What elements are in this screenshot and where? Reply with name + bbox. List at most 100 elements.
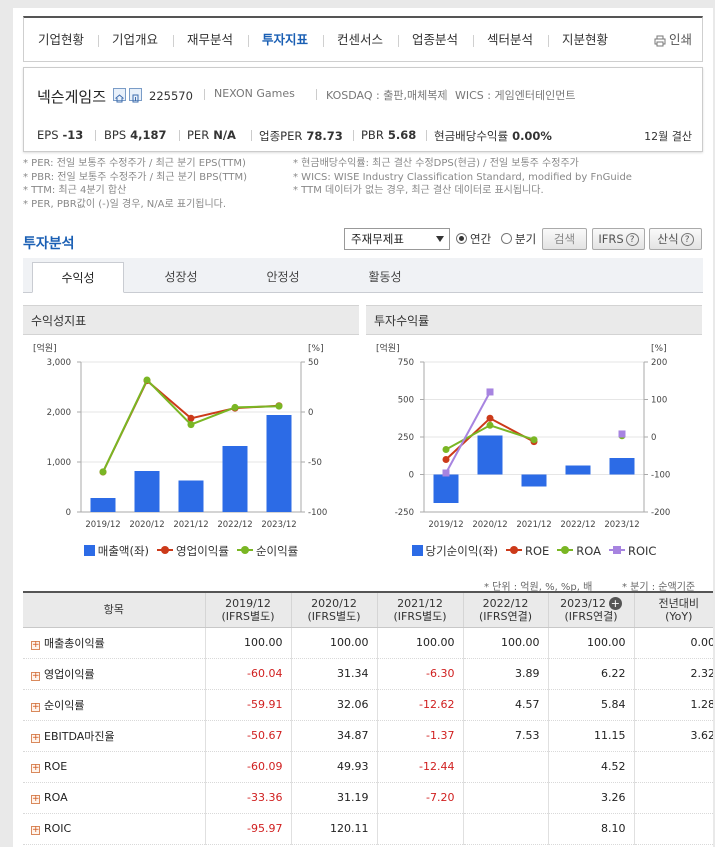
tab-stability[interactable]: 안정성 <box>266 270 300 284</box>
tab-profitability[interactable]: 수익성 <box>32 262 124 293</box>
table-cell: 100.00 <box>204 627 291 659</box>
legend-swatch <box>157 545 174 555</box>
table-cell: 3.62 <box>633 720 713 752</box>
radio-annual-dot <box>456 233 467 244</box>
legend-item[interactable]: ROA <box>557 544 601 558</box>
row-name: ROE <box>44 760 68 773</box>
series-point <box>530 436 538 444</box>
legend-label: 매출액(좌) <box>97 544 150 558</box>
table-header: 2019/12 (IFRS별도) <box>204 591 291 628</box>
row-label[interactable]: + 순이익률 <box>23 689 205 721</box>
left-axis-unit: [억원] <box>376 342 400 354</box>
question-icon: ? <box>680 233 694 246</box>
metric-label: 현금배당수익률 <box>434 129 509 143</box>
legend-item[interactable]: 순이익률 <box>236 543 298 559</box>
table-cell: 100.00 <box>376 627 463 659</box>
expand-row-icon[interactable]: + <box>31 825 40 835</box>
x-tick-label: 2020/12 <box>129 520 164 530</box>
legend-swatch <box>505 545 522 555</box>
expand-row-icon[interactable]: + <box>31 670 40 681</box>
nav-item-industry-analysis[interactable]: 업종분석 <box>411 32 458 47</box>
series-point <box>486 421 494 429</box>
series-point <box>486 388 494 396</box>
row-label[interactable]: + 영업이익률 <box>23 658 205 690</box>
legend-item[interactable]: ROIC <box>609 544 656 558</box>
table-cell: 5.84 <box>547 689 634 721</box>
nav-item-sector-analysis[interactable]: 섹터분석 <box>486 32 533 47</box>
home-icon[interactable] <box>113 88 126 103</box>
metric-label: 업종PER <box>259 129 303 143</box>
table-cell <box>633 813 713 845</box>
expand-row-icon[interactable]: + <box>31 763 40 773</box>
right-tick-label: 50 <box>308 358 319 368</box>
legend-item[interactable]: 영업이익률 <box>157 543 229 559</box>
nav-item-company-status[interactable]: 기업현황 <box>37 32 84 47</box>
profitability-chart: [억원] [%] 3,000 2,000 1,000 0 50 0 -50 -100 2019/12… <box>33 342 327 530</box>
table-cell: 1.28 <box>633 689 713 721</box>
search-button[interactable]: 검색 <box>542 228 587 250</box>
row-label[interactable]: + 매출총이익률 <box>23 627 205 659</box>
row-label[interactable]: + ROIC <box>23 813 205 845</box>
company-name: 넥슨게임즈 <box>37 88 107 106</box>
table-cell: -7.20 <box>376 782 463 814</box>
expand-row-icon[interactable]: + <box>31 732 40 743</box>
metric-value-bps: 4,187 <box>130 128 167 142</box>
series-line <box>446 392 622 473</box>
table-cell <box>376 813 463 845</box>
table-cell: -33.36 <box>204 782 291 814</box>
note-line: * 현금배당수익률: 최근 결산 수정DPS(현금) / 전일 보통주 수정주가 <box>293 158 579 169</box>
tab-activity[interactable]: 활동성 <box>368 270 402 284</box>
nav-item-financial-analysis[interactable]: 재무분석 <box>186 32 233 47</box>
legend-item[interactable]: 당기순이익(좌) <box>411 543 498 559</box>
table-cell: -6.30 <box>376 658 463 690</box>
chart-legend: 당기순이익(좌) ROE ROA ROIC <box>366 543 702 559</box>
nav-item-shareholding[interactable]: 지분현황 <box>561 32 608 47</box>
left-tick-label: 1,000 <box>47 458 71 468</box>
tab-growth[interactable]: 성장성 <box>164 270 198 284</box>
row-label[interactable]: + ROA <box>23 782 205 814</box>
nav-item-investment-indicators[interactable]: 투자지표 <box>261 32 308 47</box>
legend-item[interactable]: ROE <box>505 544 549 558</box>
expand-row-icon[interactable]: + <box>31 794 40 804</box>
table-cell: -12.44 <box>376 751 463 783</box>
legend-label: 영업이익률 <box>176 544 229 558</box>
expand-columns-icon[interactable]: + <box>608 596 622 610</box>
radio-quarter[interactable]: 분기 <box>501 228 536 250</box>
indicator-table: 항목 2019/12 (IFRS별도) 2020/12 (IFRS별도) 2021/… <box>23 591 713 845</box>
metric-label: PER <box>187 128 210 142</box>
expand-row-icon[interactable]: + <box>31 639 40 650</box>
metric-label: PBR <box>361 128 384 142</box>
ifrs-help-button[interactable]: IFRS? <box>592 228 645 250</box>
radio-annual[interactable]: 연간 <box>456 228 491 250</box>
table-cell: 7.53 <box>462 720 548 752</box>
top-nav: 기업현황 기업개요 재무분석 투자지표 컨센서스 업종분석 섹터분석 지분현황 … <box>23 16 703 62</box>
nav-item-company-overview[interactable]: 기업개요 <box>111 32 158 47</box>
right-tick-label: -100 <box>308 508 327 518</box>
statement-select[interactable]: 주재무제표 <box>344 228 450 250</box>
company-english-name: NEXON Games <box>214 87 295 100</box>
table-cell: 31.19 <box>290 782 377 814</box>
table-row: + 순이익률 -59.91 32.06 -12.62 4.57 5.84 1.28 <box>23 689 713 721</box>
row-name: ROIC <box>44 822 72 835</box>
table-cell: 31.34 <box>290 658 377 690</box>
legend-item[interactable]: 매출액(좌) <box>83 543 150 559</box>
legend-swatch <box>411 545 423 556</box>
row-name: 영업이익률 <box>44 667 95 681</box>
right-tick-label: 200 <box>651 358 667 368</box>
print-button[interactable]: 인쇄 <box>654 18 692 62</box>
row-name: 매출총이익률 <box>44 636 105 650</box>
metric-value-pbr: 5.68 <box>387 128 417 142</box>
building-icon[interactable] <box>129 88 142 103</box>
table-row: + EBITDA마진율 -50.67 34.87 -1.37 7.53 11.15 3.62 <box>23 720 713 752</box>
nav-item-consensus[interactable]: 컨센서스 <box>336 32 383 47</box>
row-label[interactable]: + EBITDA마진율 <box>23 720 205 752</box>
expand-row-icon[interactable]: + <box>31 701 40 712</box>
formula-help-button[interactable]: 산식? <box>649 228 702 250</box>
note-line: * PBR: 전일 보통주 수정주가 / 최근 분기 BPS(TTM) <box>23 171 248 183</box>
left-tick-label: 250 <box>398 433 414 443</box>
table-row: + 매출총이익률 100.00 100.00 100.00 100.00 100.00 0.0… <box>23 627 713 659</box>
table-cell <box>462 751 548 783</box>
table-cell: -12.62 <box>376 689 463 721</box>
row-label[interactable]: + ROE <box>23 751 205 783</box>
right-axis-unit: [%] <box>651 344 667 354</box>
